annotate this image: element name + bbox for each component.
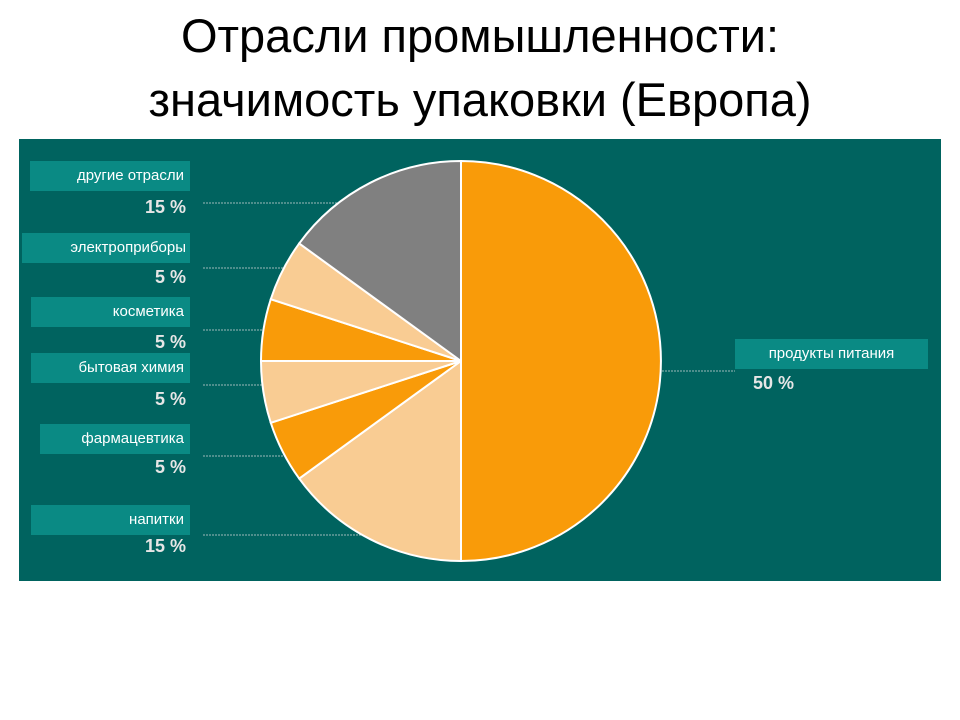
slice-value-other: 15 %: [144, 197, 186, 217]
slice-label-food: продукты питания: [735, 339, 928, 369]
slice-beverages: [297, 359, 462, 563]
slice-value-cosmetics: 5 %: [154, 332, 186, 352]
slice-label-household-chemicals: бытовая химия: [31, 353, 190, 383]
slice-label-pharma: фармацевтика: [40, 424, 190, 454]
page-title: Отрасли промышленности: значимость упако…: [0, 4, 960, 132]
slice-label-appliances: электроприборы: [22, 233, 190, 263]
slice-value-appliances: 5 %: [154, 267, 186, 287]
slice-value-food: 50 %: [753, 373, 795, 393]
pie-chart: [203, 159, 735, 563]
slice-value-pharma: 5 %: [154, 457, 186, 477]
slice-other: [297, 159, 462, 363]
chart-panel: продукты питания 50 % другие отрасли 15 …: [19, 139, 941, 581]
slice-value-household-chemicals: 5 %: [154, 389, 186, 409]
title-line-2: значимость упаковки (Европа): [148, 73, 812, 126]
slice-value-beverages: 15 %: [144, 536, 186, 556]
slice-label-other: другие отрасли: [30, 161, 190, 191]
slice-label-cosmetics: косметика: [31, 297, 190, 327]
slice-food: [460, 159, 662, 563]
slice-label-beverages: напитки: [31, 505, 190, 535]
title-line-1: Отрасли промышленности:: [180, 9, 780, 62]
